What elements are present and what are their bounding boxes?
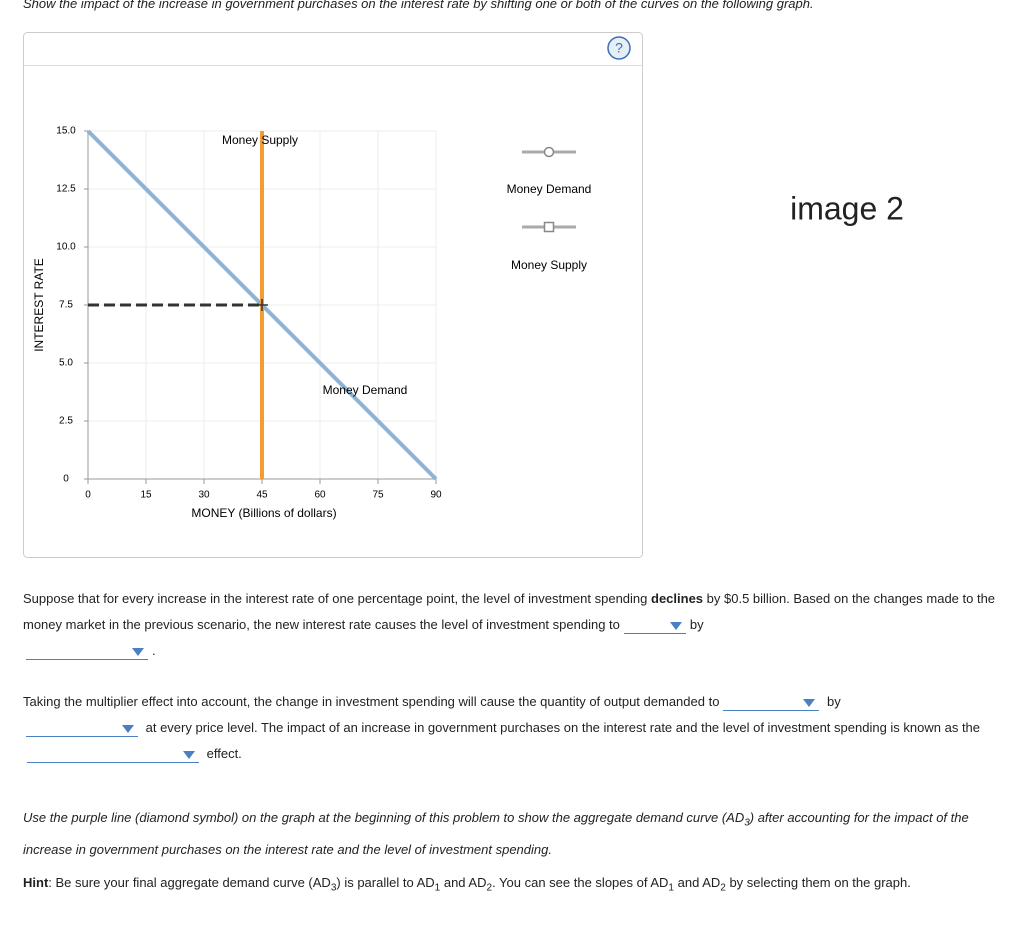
subscript: 1 (668, 882, 674, 894)
legend-marker[interactable] (543, 221, 555, 233)
image-label: image 2 (790, 190, 904, 226)
dropdown[interactable] (723, 695, 820, 711)
help-icon-label[interactable]: ? (615, 40, 623, 56)
y-tick-label: 2.5 (59, 416, 73, 427)
x-tick-label: 15 (140, 490, 152, 501)
text: Taking the multiplier effect into accoun… (23, 694, 720, 709)
y-tick-label: 5.0 (59, 358, 73, 369)
text: at every price level. The impact of an i… (145, 720, 981, 735)
series-label: Money Supply (222, 133, 298, 147)
text: and AD (443, 875, 487, 890)
text: : Be sure your final aggregate demand cu… (48, 875, 331, 890)
subscript: 1 (434, 882, 441, 894)
x-tick-label: 45 (256, 490, 268, 501)
instruction-2: Use the purple line (diamond symbol) on … (23, 805, 1008, 863)
y-tick-label: 10.0 (56, 242, 76, 253)
legend-label: Money Supply (511, 258, 587, 272)
text: by (827, 694, 841, 709)
hint: Hint: Be sure your final aggregate deman… (23, 870, 1008, 902)
y-tick-label: 0 (63, 474, 69, 485)
panel-border (23, 32, 643, 558)
help-icon[interactable] (607, 36, 631, 60)
dropdown[interactable] (26, 644, 148, 660)
text: ) after accounting for the impact of the… (23, 810, 969, 857)
y-tick-label: 15.0 (56, 126, 76, 137)
dropdown[interactable] (623, 618, 686, 634)
legend-marker[interactable] (543, 146, 555, 158)
text: and AD (677, 875, 721, 890)
question-2: Taking the multiplier effect into accoun… (23, 689, 1008, 767)
text: by selecting them on the graph. (729, 875, 911, 890)
question-1: Suppose that for every increase in the i… (23, 586, 1008, 664)
text: declines (651, 591, 704, 606)
x-axis-title: MONEY (Billions of dollars) (191, 506, 336, 520)
text: . (152, 643, 156, 658)
legend-label: Money Demand (507, 182, 592, 196)
text: Hint (23, 875, 49, 890)
x-tick-label: 60 (314, 490, 326, 501)
dropdown[interactable] (26, 721, 138, 737)
graph-panel: ? image 2 Money Demand Money Supply 0 2.5… (23, 32, 904, 558)
text: Use the purple line (diamond symbol) on … (23, 810, 745, 825)
equilibrium-point (256, 299, 268, 311)
y-tick-label: 7.5 (59, 300, 73, 311)
dropdown[interactable] (27, 747, 199, 763)
x-tick-label: 75 (372, 490, 384, 501)
y-axis-title: INTEREST RATE (32, 258, 46, 352)
text: by $0.5 billion. Based on the changes ma… (23, 591, 996, 632)
subscript: 3 (330, 882, 337, 894)
series-label: Money Demand (323, 383, 408, 397)
text: . You can see the slopes of AD (492, 875, 669, 890)
text: by (689, 617, 704, 632)
x-tick-label: 0 (85, 490, 91, 501)
text: Suppose that for every increase in the i… (23, 591, 648, 606)
subscript: 3 (744, 817, 750, 829)
subscript: 2 (486, 882, 493, 894)
text: ) is parallel to AD (336, 875, 435, 890)
x-tick-label: 90 (430, 490, 442, 501)
x-tick-label: 30 (198, 490, 210, 501)
y-tick-label: 12.5 (56, 184, 76, 195)
instruction: Show the impact of the increase in gover… (23, 0, 814, 11)
text: effect. (206, 746, 242, 761)
subscript: 2 (720, 882, 726, 894)
